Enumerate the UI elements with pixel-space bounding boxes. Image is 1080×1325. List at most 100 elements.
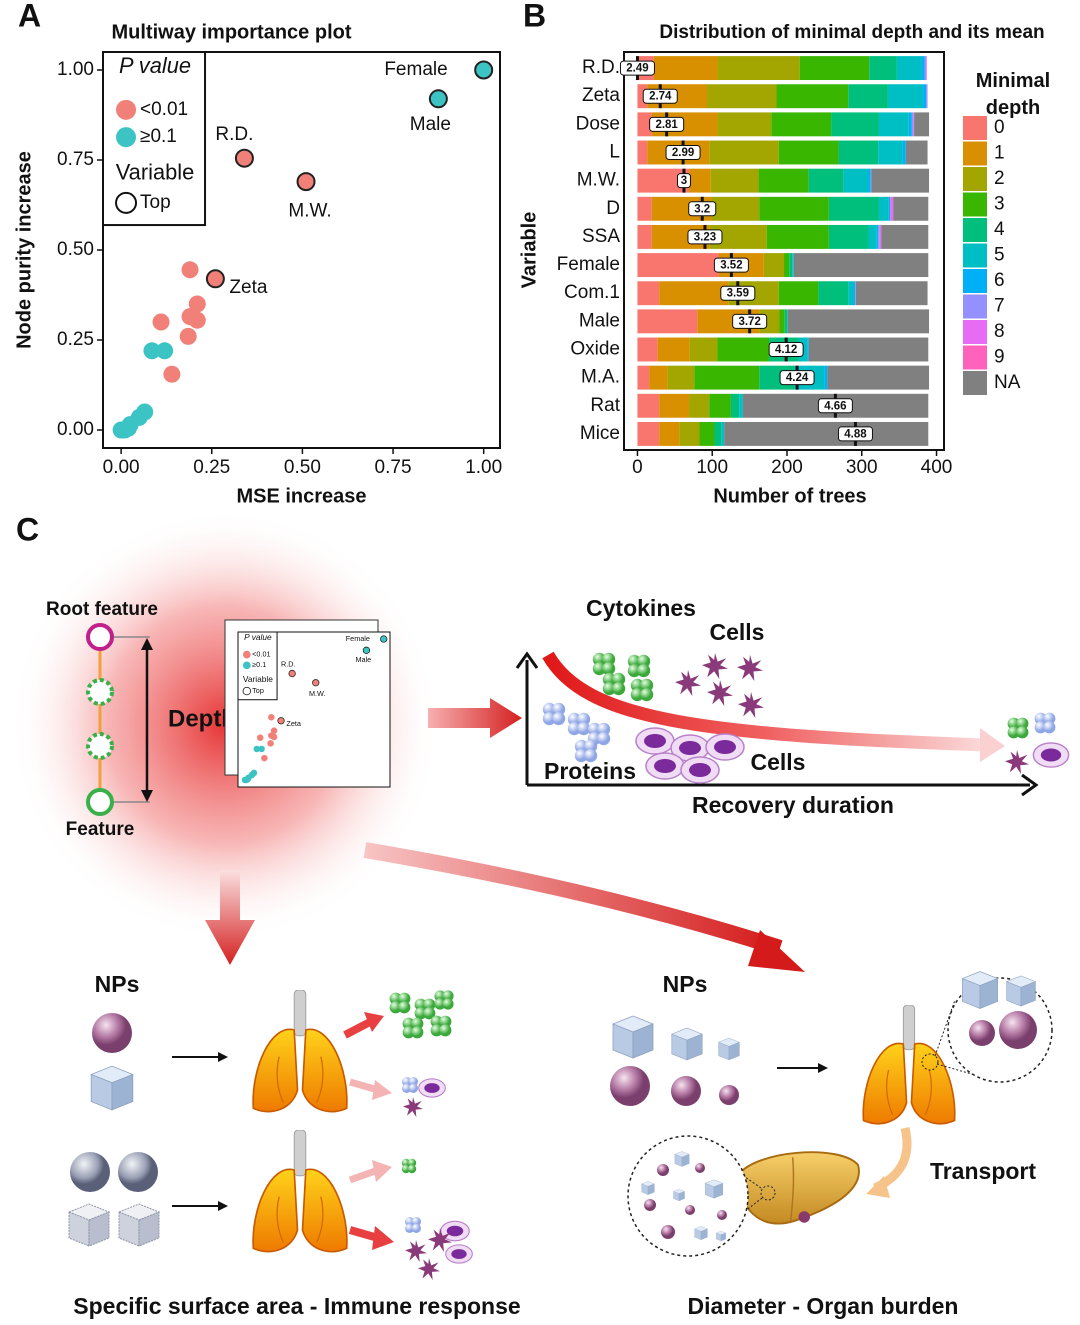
legend-swatch: [963, 371, 987, 395]
bar-segment: [855, 281, 928, 306]
bar-segment: [766, 224, 829, 249]
x-axis-label: MSE increase: [236, 485, 366, 507]
mean-label: 3.59: [727, 288, 749, 300]
point-label: Male: [410, 114, 451, 135]
recovery-plot-part: [980, 728, 1005, 762]
y-tick-label: SSA: [582, 226, 620, 247]
bar-segment: [868, 224, 877, 249]
legend-label: <0.01: [140, 99, 188, 120]
bar-segment: [706, 84, 777, 109]
bar-segment: [637, 224, 652, 249]
point-label: Zeta: [286, 719, 301, 728]
bar-segment: [637, 112, 652, 137]
label: NPs: [95, 971, 140, 997]
recovery-plot-part: [542, 702, 566, 726]
y-tick-label: Rat: [590, 395, 620, 416]
x-tick-label: 1.00: [465, 457, 502, 478]
mean-label-box: [642, 88, 678, 104]
legend-swatch: [116, 127, 137, 148]
bar-segment: [871, 168, 930, 193]
tree-depth-part: [86, 623, 114, 651]
recovery-plot-part: [542, 651, 986, 752]
legend-label: 7: [994, 296, 1005, 317]
bar-segment: [689, 168, 711, 193]
recovery-plot-part: [737, 655, 763, 681]
label: Proteins: [544, 758, 636, 784]
mean-label: 2.99: [672, 147, 694, 159]
mean-label-box: [732, 313, 768, 329]
legend-swatch: [115, 191, 138, 214]
bar-segment: [763, 253, 784, 278]
recovery-plot-part: [627, 654, 651, 678]
recovery-plot-part: [705, 733, 745, 761]
bar-segment: [659, 281, 729, 306]
point: [268, 713, 275, 721]
immune-response-part: [430, 1015, 452, 1037]
legend-title: Variable: [116, 160, 195, 185]
mean-label-box: [687, 229, 723, 245]
immune-response-part: [389, 992, 411, 1014]
bar-segment: [739, 393, 743, 418]
mean-label: 3.72: [738, 316, 760, 328]
arrow: [428, 698, 522, 738]
bar-segment: [637, 196, 652, 221]
chart-title: Distribution of minimal depth and its me…: [659, 22, 1044, 43]
bar-segment: [924, 56, 927, 81]
organ-burden-part: [644, 1199, 656, 1211]
immune-response-part: [372, 1226, 394, 1250]
point-label: R.D.: [281, 660, 296, 669]
x-tick-label: 0.50: [284, 457, 321, 478]
immune-response-part: [434, 990, 454, 1010]
recovery-plot-part: [592, 652, 616, 676]
y-tick-label: Male: [579, 310, 620, 331]
legend-label: 2: [994, 168, 1005, 189]
organ-burden-part: [760, 1185, 776, 1201]
point-label: M.W.: [309, 689, 326, 698]
organ-burden-part: [969, 1020, 995, 1046]
y-tick-label: Oxide: [570, 339, 620, 360]
organ-burden: [610, 971, 1053, 1257]
y-tick-label: 0.75: [57, 149, 94, 170]
organ-burden-part: [661, 1225, 675, 1239]
recovery-plot-part: [1005, 750, 1029, 774]
label: Cytokines: [586, 595, 696, 621]
y-tick-label: 0.00: [57, 419, 94, 440]
organ-burden-part: [673, 1189, 685, 1201]
mean-label: 3: [681, 175, 687, 187]
bar-segment: [709, 140, 779, 165]
tree-depth-part: [86, 678, 114, 706]
legend-label: 6: [994, 270, 1005, 291]
label: Transport: [930, 1158, 1036, 1184]
bar-segment: [902, 140, 906, 165]
organ-burden-part: [627, 1135, 749, 1257]
recovery-plot-part: [635, 727, 675, 755]
plot-frame: [623, 51, 945, 451]
bar-segment: [870, 168, 872, 193]
organ-burden-part: [818, 1063, 828, 1073]
bar-segment: [923, 84, 927, 109]
recovery-plot-part: [1007, 717, 1029, 739]
point-label: M.W.: [288, 201, 331, 222]
legend-swatch: [963, 294, 987, 319]
bar-segment: [709, 393, 731, 418]
legend-swatch: [242, 650, 251, 659]
immune-response-part: [405, 1240, 427, 1262]
arrow: [205, 870, 255, 965]
mean-label: 4.66: [824, 400, 846, 412]
mean-label-box: [768, 342, 804, 357]
point: [428, 89, 448, 109]
organ-burden-part: [962, 971, 998, 1009]
recovery-plot-part: [680, 756, 720, 784]
recovery-plot-part: [567, 712, 591, 736]
mean-label-box: [713, 257, 749, 273]
recovery-plot: [515, 651, 1070, 797]
bar-segment: [808, 168, 844, 193]
recovery-plot-part: [1032, 742, 1070, 768]
recovery-plot-part: [738, 692, 764, 718]
mean-label: 4.24: [786, 372, 809, 384]
organ-burden-part: [716, 1230, 726, 1242]
immune-response-part: [70, 1152, 110, 1192]
recovery-plot-part: [702, 653, 728, 679]
mean-label: 2.81: [655, 119, 678, 131]
bar-segment: [838, 140, 879, 165]
